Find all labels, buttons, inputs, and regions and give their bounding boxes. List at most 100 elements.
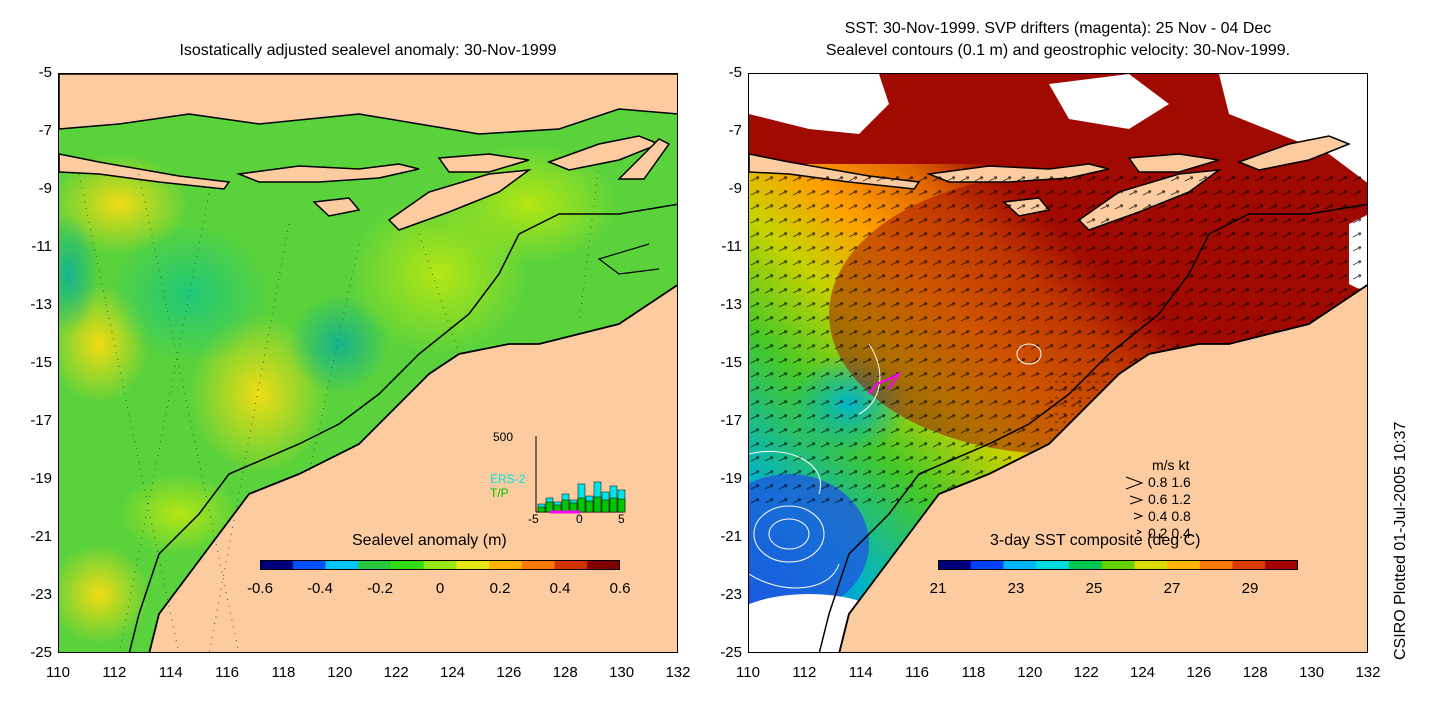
right-map-title-line1: SST: 30-Nov-1999. SVP drifters (magenta)…	[844, 20, 1272, 37]
colorbar-tick-label: 0	[435, 580, 445, 597]
colorbar-tick-label: 29	[1241, 580, 1259, 597]
y-tick-label: -17	[30, 412, 52, 429]
y-tick-label: -21	[30, 528, 52, 545]
colorbar-swatch	[1199, 560, 1234, 570]
histogram-bar-tp	[577, 497, 586, 513]
x-tick-label: 122	[383, 664, 409, 681]
colorbar-swatch	[325, 560, 359, 570]
y-tick-label: -5	[38, 64, 52, 81]
colorbar-tick-label: -0.4	[307, 580, 333, 597]
colorbar-swatch	[1036, 560, 1070, 570]
y-tick-label: -13	[30, 296, 52, 313]
x-tick-label: 128	[1242, 664, 1268, 681]
colorbar-swatch	[456, 560, 490, 570]
x-tick-label: 114	[158, 664, 183, 681]
legend-ers2: ERS-2	[490, 472, 526, 486]
histogram-bar-tp	[593, 496, 602, 513]
sealevel-anomaly-map	[58, 73, 678, 653]
y-tick-label: -19	[720, 470, 742, 487]
histogram-bar-tp	[561, 499, 570, 513]
sst-colorbar	[938, 560, 1298, 570]
y-tick-label: -11	[721, 238, 742, 255]
x-tick-label: 118	[271, 664, 296, 681]
right-map-title-line2: Sealevel contours (0.1 m) and geostrophi…	[825, 42, 1291, 59]
colorbar-swatch	[1134, 560, 1168, 570]
colorbar-tick-label: 27	[1163, 580, 1181, 597]
y-tick-label: -15	[30, 354, 52, 371]
x-tick-label: 110	[736, 664, 760, 681]
colorbar-swatch	[554, 560, 588, 570]
colorbar-tick-label: -0.6	[247, 580, 273, 597]
histogram-xtick-max: 5	[618, 512, 625, 526]
colorbar-swatch	[1167, 560, 1201, 570]
legend-tp: T/P	[490, 486, 509, 500]
colorbar-swatch	[1265, 560, 1298, 570]
histogram-ymax: 500	[493, 430, 514, 444]
plot-credit: CSIRO Plotted 01-Jul-2005 10:37	[1392, 421, 1409, 660]
x-tick-label: 122	[1073, 664, 1099, 681]
velocity-legend-row-2: 0.6 1.2	[1148, 491, 1191, 507]
colorbar-tick-label: -0.2	[367, 580, 393, 597]
x-tick-label: 110	[46, 664, 70, 681]
colorbar-tick-label: 0.4	[549, 580, 571, 597]
y-tick-label: -25	[720, 644, 742, 661]
colorbar-swatch	[423, 560, 457, 570]
x-tick-label: 112	[102, 664, 127, 681]
x-tick-label: 114	[848, 664, 873, 681]
y-tick-label: -15	[720, 354, 742, 371]
colorbar-swatch	[1101, 560, 1135, 570]
x-tick-label: 132	[1355, 664, 1381, 681]
colorbar-swatch	[1232, 560, 1266, 570]
y-tick-label: -7	[728, 122, 742, 139]
sealevel-colorbar	[260, 560, 620, 570]
y-tick-label: -9	[38, 180, 52, 197]
colorbar-swatch	[358, 560, 392, 570]
x-tick-label: 116	[215, 664, 240, 681]
colorbar-swatch	[260, 560, 294, 570]
histogram-xtick-min: -5	[528, 512, 539, 526]
y-tick-label: -19	[30, 470, 52, 487]
sealevel-colorbar-title: Sealevel anomaly (m)	[352, 532, 507, 549]
velocity-legend-arrows	[1125, 476, 1144, 535]
histogram-bar-tp	[617, 498, 626, 513]
colorbar-swatch	[1003, 560, 1037, 570]
x-tick-label: 116	[905, 664, 930, 681]
colorbar-swatch	[938, 560, 972, 570]
x-tick-label: 120	[327, 664, 353, 681]
colorbar-swatch	[970, 560, 1004, 570]
x-tick-label: 124	[1130, 664, 1156, 681]
x-tick-label: 112	[792, 664, 817, 681]
y-tick-label: -13	[720, 296, 742, 313]
y-tick-label: -7	[38, 122, 52, 139]
colorbar-tick-label: 25	[1085, 580, 1103, 597]
y-tick-label: -9	[728, 180, 742, 197]
x-tick-label: 120	[1017, 664, 1043, 681]
colorbar-tick-label: 23	[1007, 580, 1025, 597]
y-tick-label: -11	[31, 238, 52, 255]
x-tick-label: 124	[440, 664, 466, 681]
histogram-xtick-zero: 0	[576, 512, 583, 526]
velocity-legend-row-1: 0.8 1.6	[1148, 474, 1191, 490]
colorbar-swatch	[1068, 560, 1103, 570]
velocity-legend-header: m/s kt	[1152, 457, 1190, 473]
y-tick-label: -5	[728, 64, 742, 81]
sst-colorbar-title: 3-day SST composite (deg C)	[990, 532, 1201, 549]
colorbar-tick-label: 21	[929, 580, 947, 597]
colorbar-tick-label: 0.6	[609, 580, 631, 597]
x-tick-label: 132	[665, 664, 691, 681]
histogram-bar-tp	[609, 497, 618, 513]
histogram-bar-tp	[601, 499, 610, 513]
x-tick-label: 130	[1299, 664, 1325, 681]
colorbar-tick-label: 0.2	[489, 580, 511, 597]
colorbar-swatch	[489, 560, 523, 570]
x-tick-label: 130	[609, 664, 635, 681]
y-tick-label: -23	[720, 586, 742, 603]
y-tick-label: -21	[720, 528, 742, 545]
colorbar-swatch	[587, 560, 620, 570]
colorbar-swatch	[292, 560, 326, 570]
tracks-histogram-inset: 500 ERS-2 T/P -5 0 5	[490, 428, 630, 528]
colorbar-swatch	[390, 560, 425, 570]
histogram-bar-tp	[537, 506, 546, 513]
x-tick-label: 126	[496, 664, 522, 681]
x-tick-label: 126	[1186, 664, 1212, 681]
